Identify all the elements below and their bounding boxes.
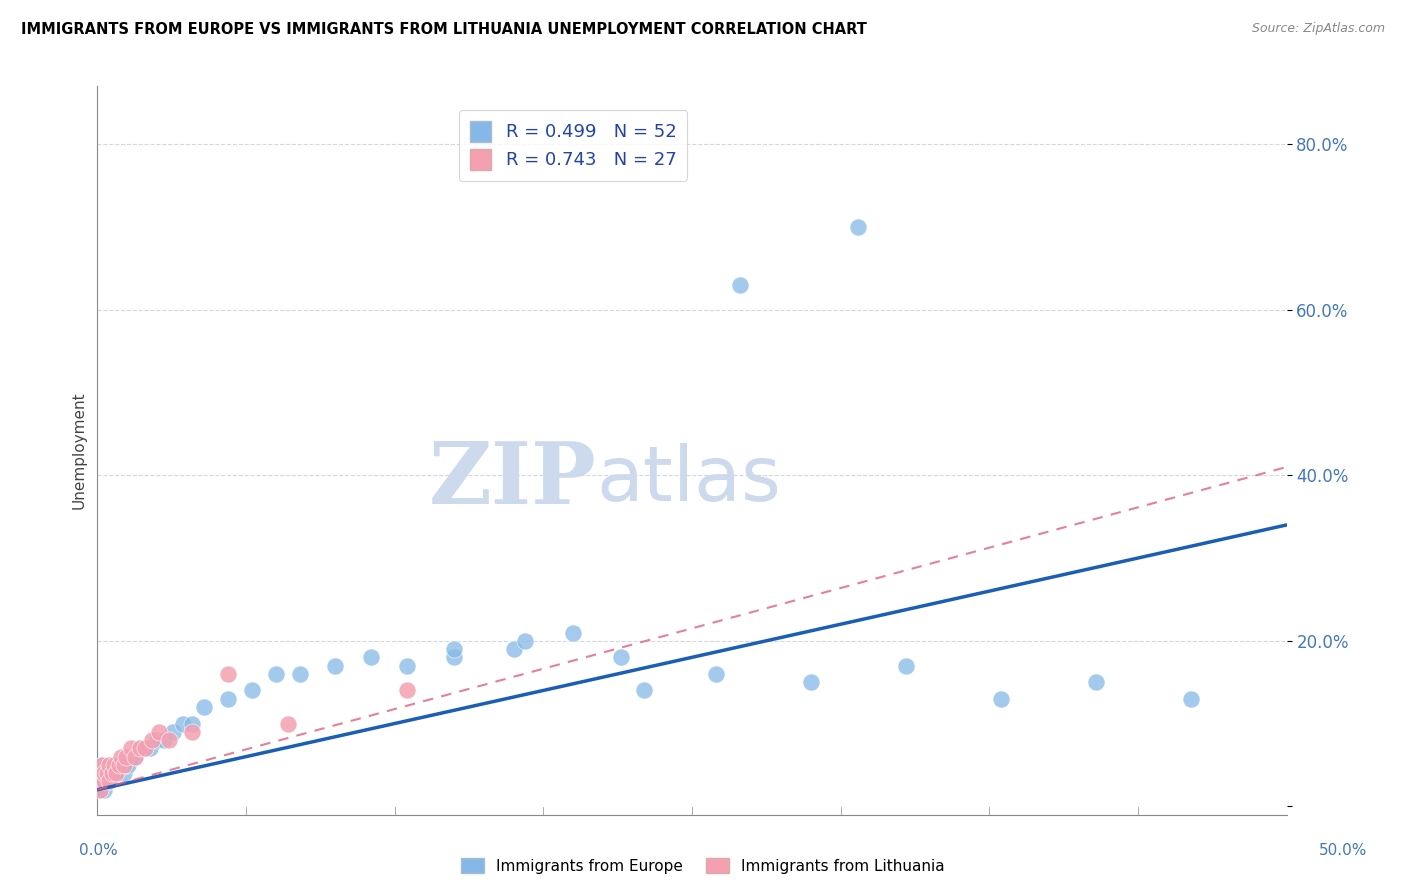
Point <box>146 733 169 747</box>
Point <box>443 650 465 665</box>
Point <box>1085 675 1108 690</box>
Point <box>93 766 115 780</box>
Point <box>800 675 823 690</box>
Point <box>103 766 125 780</box>
Point <box>181 716 204 731</box>
Point <box>1180 691 1202 706</box>
Point <box>112 758 135 772</box>
Point <box>124 749 146 764</box>
Point <box>515 633 537 648</box>
Point <box>107 758 129 772</box>
Point <box>98 766 121 780</box>
Text: ZIP: ZIP <box>429 438 596 522</box>
Text: 0.0%: 0.0% <box>79 843 118 858</box>
Point <box>93 774 115 789</box>
Point <box>91 758 114 772</box>
Point <box>633 683 655 698</box>
Point <box>153 733 176 747</box>
Text: 50.0%: 50.0% <box>1319 843 1367 858</box>
Point <box>277 716 299 731</box>
Point <box>502 642 524 657</box>
Point <box>96 766 118 780</box>
Point <box>562 625 585 640</box>
Point <box>103 758 125 772</box>
Point <box>848 220 870 235</box>
Point <box>264 666 287 681</box>
Point <box>990 691 1012 706</box>
Point <box>93 782 115 797</box>
Point <box>704 666 727 681</box>
Point <box>162 724 184 739</box>
Point <box>91 774 114 789</box>
Point <box>115 749 138 764</box>
Y-axis label: Unemployment: Unemployment <box>72 392 86 509</box>
Point <box>96 774 118 789</box>
Point <box>157 733 180 747</box>
Point <box>134 741 156 756</box>
Point <box>134 741 156 756</box>
Point <box>120 749 142 764</box>
Point <box>93 766 115 780</box>
Point <box>443 642 465 657</box>
Point <box>105 766 128 780</box>
Point <box>100 766 122 780</box>
Point <box>217 666 239 681</box>
Point <box>100 766 122 780</box>
Point <box>141 733 163 747</box>
Point <box>894 658 917 673</box>
Point <box>115 758 138 772</box>
Point <box>181 724 204 739</box>
Point <box>110 749 132 764</box>
Point <box>395 658 418 673</box>
Point <box>217 691 239 706</box>
Point <box>124 749 146 764</box>
Text: atlas: atlas <box>596 442 782 516</box>
Point <box>323 658 346 673</box>
Point <box>728 277 751 292</box>
Legend: Immigrants from Europe, Immigrants from Lithuania: Immigrants from Europe, Immigrants from … <box>456 852 950 880</box>
Point <box>609 650 631 665</box>
Point <box>288 666 311 681</box>
Legend: R = 0.499   N = 52, R = 0.743   N = 27: R = 0.499 N = 52, R = 0.743 N = 27 <box>458 110 688 180</box>
Point <box>117 758 139 772</box>
Point <box>96 758 118 772</box>
Point <box>89 766 111 780</box>
Point <box>112 766 135 780</box>
Point <box>129 741 152 756</box>
Point <box>110 758 132 772</box>
Point <box>129 741 152 756</box>
Point <box>89 782 111 797</box>
Point <box>100 758 122 772</box>
Point <box>395 683 418 698</box>
Point <box>89 766 111 780</box>
Point <box>91 758 114 772</box>
Point <box>89 782 111 797</box>
Text: IMMIGRANTS FROM EUROPE VS IMMIGRANTS FROM LITHUANIA UNEMPLOYMENT CORRELATION CHA: IMMIGRANTS FROM EUROPE VS IMMIGRANTS FRO… <box>21 22 868 37</box>
Point <box>148 724 170 739</box>
Point <box>98 758 121 772</box>
Point <box>107 758 129 772</box>
Point <box>105 766 128 780</box>
Point <box>120 741 142 756</box>
Point <box>360 650 382 665</box>
Text: Source: ZipAtlas.com: Source: ZipAtlas.com <box>1251 22 1385 36</box>
Point <box>240 683 263 698</box>
Point <box>91 774 114 789</box>
Point <box>193 700 215 714</box>
Point <box>138 741 160 756</box>
Point <box>98 774 121 789</box>
Point <box>172 716 194 731</box>
Point <box>98 774 121 789</box>
